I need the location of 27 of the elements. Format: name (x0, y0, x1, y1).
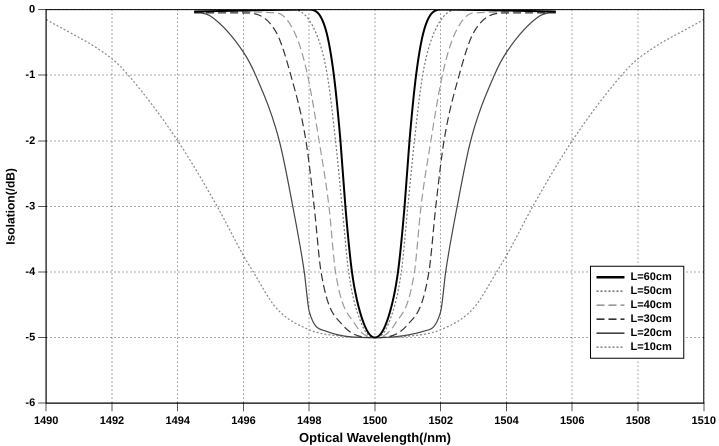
legend-label: L=10cm (630, 341, 672, 354)
legend-label: L=60cm (630, 271, 672, 284)
line-series (46, 18, 704, 338)
x-axis-title: Optical Wavelength(/nm) (299, 430, 451, 445)
x-tick-label: 1498 (296, 414, 322, 427)
legend-label: L=50cm (630, 285, 672, 298)
x-tick-label: 1492 (100, 414, 124, 427)
y-tick-label: -2 (25, 134, 36, 147)
x-tick-label: 1502 (428, 414, 453, 427)
x-tick-label: 1508 (626, 414, 650, 427)
x-tick-label: 1496 (231, 414, 256, 427)
y-tick-label: -3 (25, 200, 36, 212)
y-tick-label: -4 (25, 266, 36, 278)
y-tick-label: -1 (25, 69, 36, 82)
x-tick-label: 1500 (362, 414, 388, 427)
x-tick-label: 1510 (692, 414, 716, 427)
x-tick-label: 1494 (165, 414, 191, 427)
y-axis-title: Isolation(/dB) (4, 168, 18, 245)
x-tick-label: 1504 (494, 414, 520, 427)
x-tick-label: 1506 (560, 414, 584, 427)
y-tick-label: 0 (29, 4, 36, 16)
x-tick-label: 1490 (34, 414, 58, 427)
y-tick-label: -6 (25, 397, 36, 410)
legend-label: L=40cm (630, 299, 672, 312)
y-tick-label: -5 (25, 332, 36, 344)
legend-label: L=30cm (630, 313, 672, 326)
legend-label: L=20cm (630, 327, 672, 340)
